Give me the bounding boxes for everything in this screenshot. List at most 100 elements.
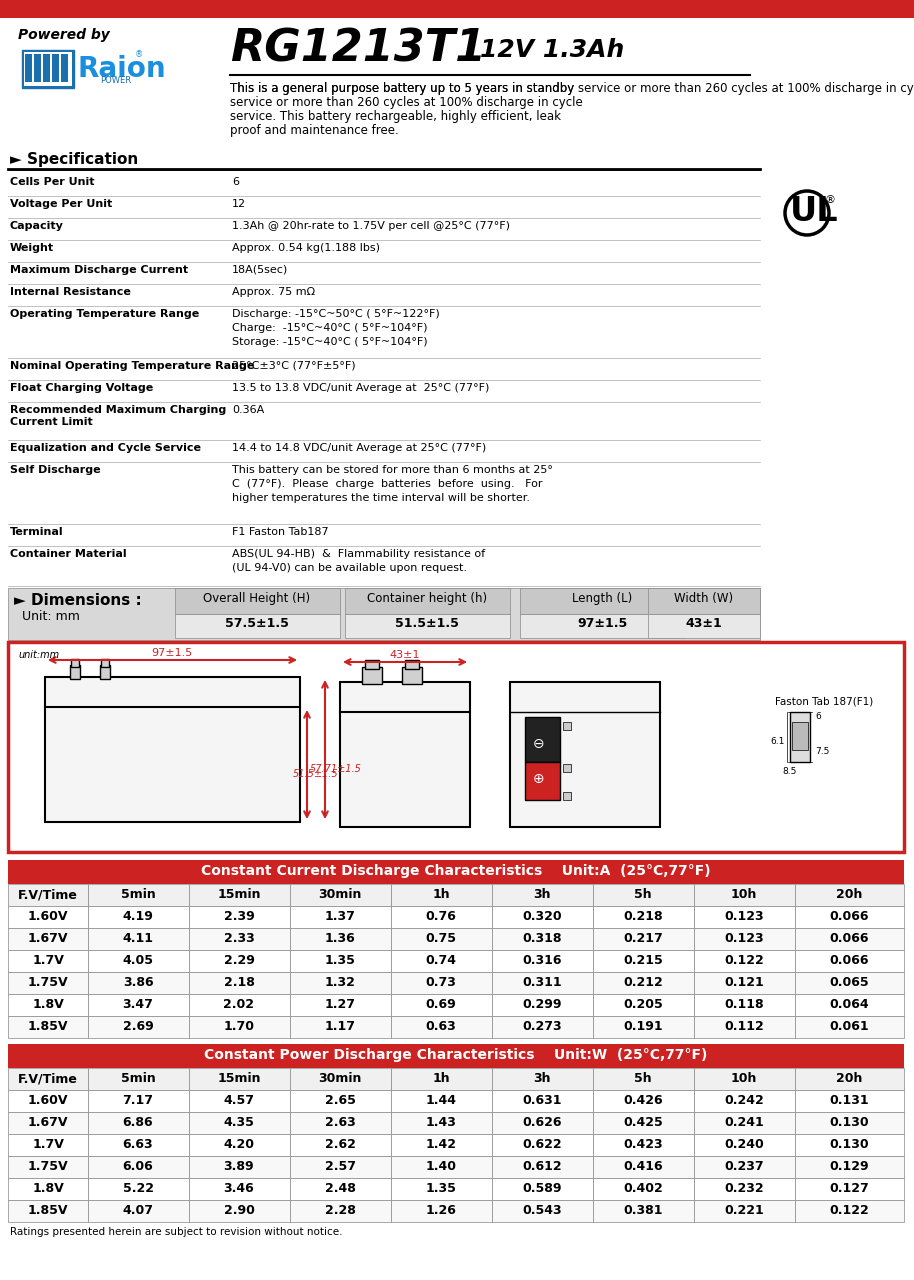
Text: 0.589: 0.589 [522,1181,562,1196]
Text: 0.318: 0.318 [522,932,562,945]
Text: unit:mm: unit:mm [18,650,59,660]
Text: ⊕: ⊕ [533,772,545,786]
Text: 0.299: 0.299 [522,998,562,1011]
Bar [593,950,694,972]
Text: 0.221: 0.221 [724,1204,764,1217]
Bar [593,972,694,995]
Text: Storage: -15°C~40°C ( 5°F~104°F): Storage: -15°C~40°C ( 5°F~104°F) [232,337,428,347]
Text: 3.86: 3.86 [122,975,154,989]
Text: Equalization and Cycle Service: Equalization and Cycle Service [10,443,201,453]
Text: 0.066: 0.066 [829,910,868,923]
Bar [189,1016,290,1038]
Bar [0,0,914,18]
Bar [593,884,694,906]
Bar [290,928,391,950]
Bar [88,884,189,906]
Text: 43±1: 43±1 [686,617,722,630]
Bar [88,928,189,950]
Text: 0.69: 0.69 [426,998,456,1011]
Bar [25,54,32,82]
Bar [100,666,110,678]
Bar [290,1134,391,1156]
Text: Cells Per Unit: Cells Per Unit [10,177,94,187]
Bar [8,950,88,972]
Text: 0.130: 0.130 [829,1116,869,1129]
Bar [88,1178,189,1201]
Bar [88,1156,189,1178]
Bar [694,995,795,1016]
Bar [795,1091,904,1112]
Bar [8,860,904,884]
Text: 1.7V: 1.7V [32,954,64,966]
Bar [391,906,492,928]
Bar [694,884,795,906]
Text: 0.612: 0.612 [522,1160,562,1172]
Text: 0.381: 0.381 [623,1204,663,1217]
Text: Weight: Weight [10,243,54,253]
Bar [290,1201,391,1222]
Text: 5min: 5min [121,888,155,901]
Bar [8,995,88,1016]
Text: 57.71±1.5: 57.71±1.5 [310,764,362,774]
Bar [694,928,795,950]
Text: Voltage Per Unit: Voltage Per Unit [10,198,112,209]
Text: Length (L): Length (L) [572,591,632,605]
Bar [391,1201,492,1222]
Text: 4.05: 4.05 [122,954,154,966]
Text: Constant Current Discharge Characteristics    Unit:A  (25°C,77°F): Constant Current Discharge Characteristi… [201,864,711,878]
Text: 0.36A: 0.36A [232,404,264,415]
Bar [189,928,290,950]
Bar [290,906,391,928]
Bar [795,1112,904,1134]
Bar [365,660,379,669]
Text: This is a general purpose battery up to 5 years in standby service or more than : This is a general purpose battery up to … [230,82,914,95]
Bar [520,614,685,637]
Text: ®: ® [825,195,836,205]
Bar [88,906,189,928]
Bar [189,972,290,995]
Text: 0.112: 0.112 [724,1020,764,1033]
Bar [101,659,109,667]
Text: 3.46: 3.46 [224,1181,254,1196]
Bar [492,995,593,1016]
Text: 0.425: 0.425 [623,1116,663,1129]
Text: F.V/Time: F.V/Time [18,888,78,901]
Text: 0.066: 0.066 [829,932,868,945]
Bar [8,1112,88,1134]
Bar [290,884,391,906]
Bar [290,1016,391,1038]
Text: Recommended Maximum Charging
Current Limit: Recommended Maximum Charging Current Lim… [10,404,227,426]
Bar [593,1156,694,1178]
Bar [189,906,290,928]
Text: service. This battery rechargeable, highly efficient, leak: service. This battery rechargeable, high… [230,110,561,123]
Text: 51.5±1.5: 51.5±1.5 [293,769,338,780]
Bar [563,764,571,772]
Text: 18A(5sec): 18A(5sec) [232,265,288,275]
Text: 0.191: 0.191 [623,1020,663,1033]
Bar [525,762,560,800]
Bar [345,588,510,614]
Text: Constant Power Discharge Characteristics    Unit:W  (25°C,77°F): Constant Power Discharge Characteristics… [205,1048,707,1062]
Text: 0.218: 0.218 [623,910,663,923]
Text: Approx. 75 mΩ: Approx. 75 mΩ [232,287,315,297]
Text: (UL 94-V0) can be available upon request.: (UL 94-V0) can be available upon request… [232,563,467,573]
Bar [24,52,72,86]
Text: 14.4 to 14.8 VDC/unit Average at 25°C (77°F): 14.4 to 14.8 VDC/unit Average at 25°C (7… [232,443,486,453]
Bar [88,972,189,995]
Text: Self Discharge: Self Discharge [10,465,101,475]
Bar [8,1016,88,1038]
Text: ► Specification: ► Specification [10,152,138,166]
Bar [492,1016,593,1038]
Bar [189,1156,290,1178]
Text: 6.86: 6.86 [122,1116,154,1129]
Bar [391,1178,492,1201]
Text: Container height (h): Container height (h) [367,591,487,605]
Text: 15min: 15min [218,1073,260,1085]
Text: 2.29: 2.29 [224,954,254,966]
Text: 0.320: 0.320 [522,910,562,923]
Text: 1.35: 1.35 [324,954,356,966]
Text: 1.36: 1.36 [324,932,356,945]
Text: This is a general purpose battery up to 5 years in standby: This is a general purpose battery up to … [230,82,574,95]
Bar [648,614,760,637]
Text: 2.65: 2.65 [324,1094,356,1107]
